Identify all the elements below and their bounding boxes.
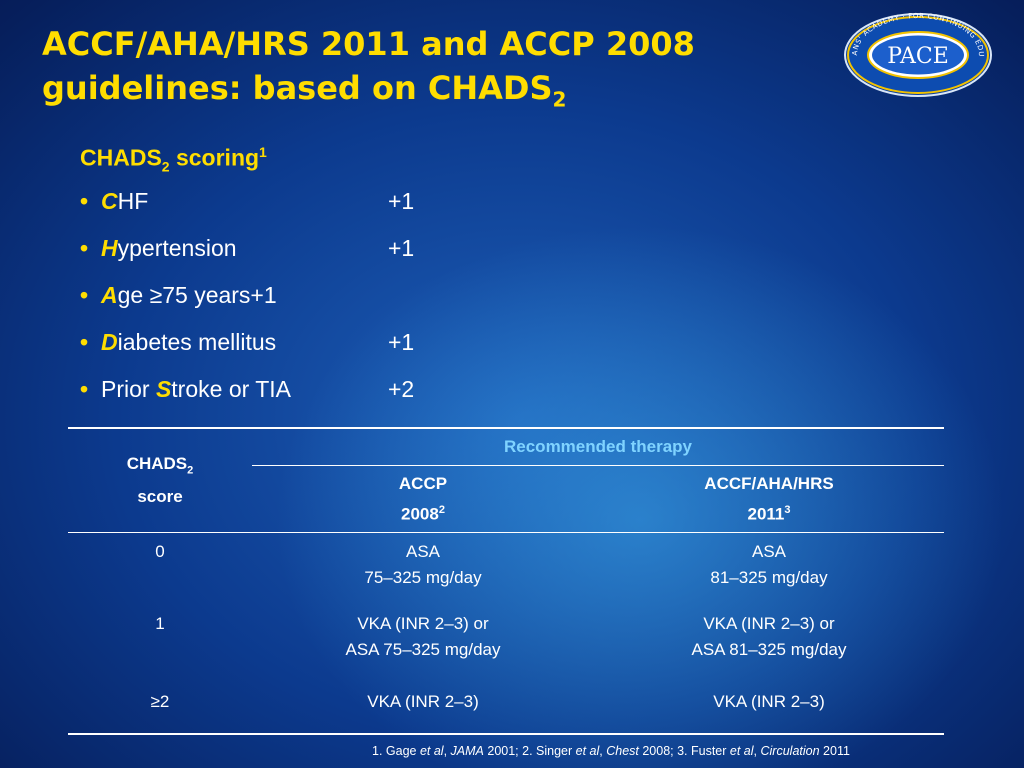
cell-accp-line1: ASA	[405, 542, 441, 561]
criterion-chf: • CHF +1	[80, 188, 480, 235]
cell-hrs: VKA (INR 2–3) or ASA 81–325 mg/day	[594, 605, 944, 677]
criterion-text: iabetes mellitus	[117, 329, 277, 355]
criterion-letter: H	[101, 235, 118, 261]
cell-hrs-line2: ASA 81–325 mg/day	[691, 640, 847, 659]
table-row: ≥2 VKA (INR 2–3) VKA (INR 2–3)	[68, 677, 944, 735]
header-hrs-line1: ACCF/AHA/HRS	[704, 473, 834, 493]
table-row: 1 VKA (INR 2–3) or ASA 75–325 mg/day VKA …	[68, 605, 944, 677]
criterion-points: +1	[388, 188, 415, 214]
header-score-line2: score	[137, 486, 183, 506]
scoring-heading-ref: 1	[259, 144, 267, 160]
ref-text: 2008; 3. Fuster	[638, 744, 730, 758]
cell-hrs-line2: 81–325 mg/day	[710, 568, 828, 587]
criterion-letter: S	[155, 376, 172, 402]
criterion-label: Diabetes mellitus	[101, 329, 276, 356]
slide-title: ACCF/AHA/HRS 2011 and ACCP 2008 guidelin…	[42, 22, 832, 121]
title-subscript: 2	[552, 87, 567, 112]
cell-score: ≥2	[68, 677, 252, 735]
therapy-table: CHADS2 score Recommended therapy ACCP 20…	[68, 427, 944, 735]
ref-text: ,	[753, 744, 761, 758]
ref-journal: Circulation	[760, 744, 820, 758]
criterion-points: +1	[388, 329, 415, 355]
ref-italic: et al	[729, 744, 754, 758]
criterion-label: Prior Stroke or TIA	[101, 376, 291, 403]
cell-score: 0	[155, 542, 165, 561]
header-accp-line1: ACCP	[398, 473, 448, 493]
criterion-letter: D	[101, 329, 118, 355]
criterion-letter: C	[101, 188, 118, 214]
criterion-text: ge ≥75 years+1	[117, 282, 277, 308]
bullet: •	[80, 235, 89, 261]
cell-accp: VKA (INR 2–3)	[252, 677, 594, 735]
ref-italic: et al	[575, 744, 600, 758]
criterion-text: HF	[117, 188, 149, 214]
criterion-points: +2	[388, 376, 415, 402]
ref-text: ,	[599, 744, 607, 758]
header-accf-aha-hrs: ACCF/AHA/HRS 20113	[594, 465, 944, 533]
cell-accp: ASA 75–325 mg/day	[252, 533, 594, 606]
cell-accp-line1: VKA (INR 2–3) or	[357, 614, 489, 633]
cell-hrs-line1: ASA	[751, 542, 787, 561]
ref-journal: Chest	[606, 744, 639, 758]
bullet: •	[80, 282, 89, 308]
header-hrs-ref: 3	[784, 503, 791, 516]
criterion-points: +1	[388, 235, 415, 261]
criteria-list: • CHF +1 • Hypertension +1 • Age ≥75 yea…	[80, 188, 480, 423]
cell-hrs: ASA 81–325 mg/day	[594, 533, 944, 606]
cell-accp-line2: 75–325 mg/day	[364, 568, 482, 587]
header-hrs-line2: 20113	[594, 497, 944, 528]
criterion-text: troke or TIA	[171, 376, 292, 402]
title-line-2-text: guidelines: based on CHADS	[42, 69, 553, 107]
scoring-heading-rest: scoring	[169, 144, 260, 171]
criterion-label: Age ≥75 years+1	[101, 282, 277, 309]
criterion-label: CHF	[101, 188, 148, 215]
cell-hrs-line1: VKA (INR 2–3)	[713, 692, 825, 711]
ref-journal: JAMA	[450, 744, 484, 758]
scoring-heading-sub: 2	[161, 158, 170, 175]
header-accp-year: 2008	[401, 504, 439, 524]
bullet: •	[80, 188, 89, 214]
header-score: CHADS2 score	[68, 427, 252, 533]
header-accp-ref: 2	[438, 503, 445, 516]
criterion-letter: A	[101, 282, 118, 308]
header-score-line1: CHADS2	[68, 451, 252, 483]
criterion-prefix: Prior	[101, 376, 156, 402]
cell-hrs: VKA (INR 2–3)	[594, 677, 944, 735]
bullet: •	[80, 376, 89, 402]
criterion-stroke: • Prior Stroke or TIA +2	[80, 376, 480, 423]
header-hrs-year: 2011	[747, 504, 785, 524]
title-line-2: guidelines: based on CHADS2	[42, 66, 832, 121]
criterion-hypertension: • Hypertension +1	[80, 235, 480, 282]
ref-text: ,	[443, 744, 451, 758]
bullet: •	[80, 329, 89, 355]
cell-accp-line2: ASA 75–325 mg/day	[345, 640, 501, 659]
cell-accp: VKA (INR 2–3) or ASA 75–325 mg/day	[252, 605, 594, 677]
header-accp-line2: 20082	[252, 497, 594, 528]
ref-text: 1. Gage	[372, 744, 420, 758]
cell-hrs-line1: VKA (INR 2–3) or	[703, 614, 835, 633]
logo-word: PACE	[887, 44, 949, 69]
pace-logo: PACE PHYSICIANS' ACADEMY · FOR CONTINUIN…	[843, 12, 992, 97]
criterion-age: • Age ≥75 years+1	[80, 282, 480, 329]
criterion-diabetes: • Diabetes mellitus +1	[80, 329, 480, 376]
cell-score: 1	[155, 614, 165, 633]
ref-text: 2011	[819, 744, 850, 758]
criterion-label: Hypertension	[101, 235, 237, 262]
header-recommended-therapy: Recommended therapy	[252, 427, 944, 466]
scoring-heading-text: CHADS	[80, 144, 162, 171]
header-accp: ACCP 20082	[252, 465, 594, 533]
header-score-sub: 2	[187, 464, 194, 477]
references-footnote: 1. Gage et al, JAMA 2001; 2. Singer et a…	[372, 744, 972, 758]
scoring-heading: CHADS2 scoring1	[80, 144, 267, 174]
cell-accp-line1: VKA (INR 2–3)	[367, 692, 479, 711]
title-line-1: ACCF/AHA/HRS 2011 and ACCP 2008	[42, 25, 695, 63]
ref-text: 2001; 2. Singer	[483, 744, 576, 758]
ref-italic: et al	[419, 744, 444, 758]
table-row: 0 ASA 75–325 mg/day ASA 81–325 mg/day	[68, 533, 944, 606]
header-score-text: CHADS	[126, 454, 188, 474]
criterion-text: ypertension	[117, 235, 237, 261]
